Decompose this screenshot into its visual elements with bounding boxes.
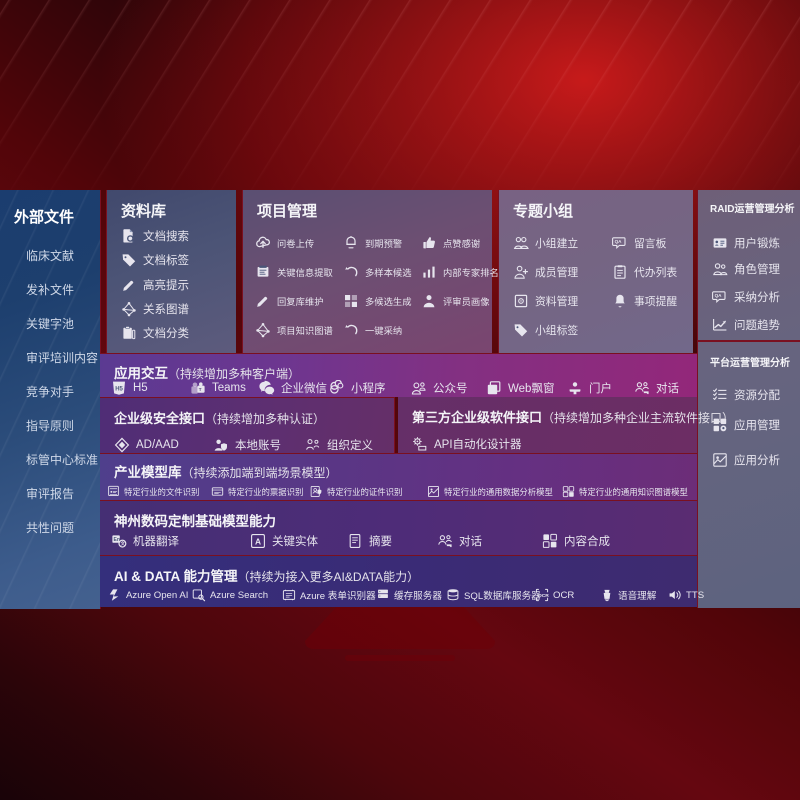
svg-text:OCR: OCR bbox=[538, 593, 549, 599]
svg-text:文: 文 bbox=[121, 540, 126, 547]
svg-text:A: A bbox=[255, 536, 261, 546]
svg-text:QA: QA bbox=[715, 293, 723, 298]
svg-text:H5: H5 bbox=[115, 387, 123, 393]
svg-text:QA: QA bbox=[615, 239, 623, 244]
svg-text:T: T bbox=[199, 387, 202, 392]
